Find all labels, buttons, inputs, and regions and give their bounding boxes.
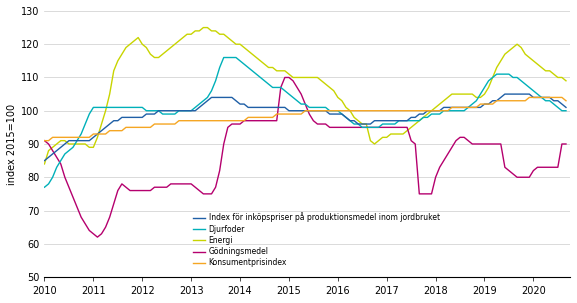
Y-axis label: index 2015=100: index 2015=100 bbox=[7, 103, 17, 185]
Legend: Index för inköpspriser på produktionsmedel inom jordbruket, Djurfoder, Energi, G: Index för inköpspriser på produktionsmed… bbox=[190, 209, 443, 271]
